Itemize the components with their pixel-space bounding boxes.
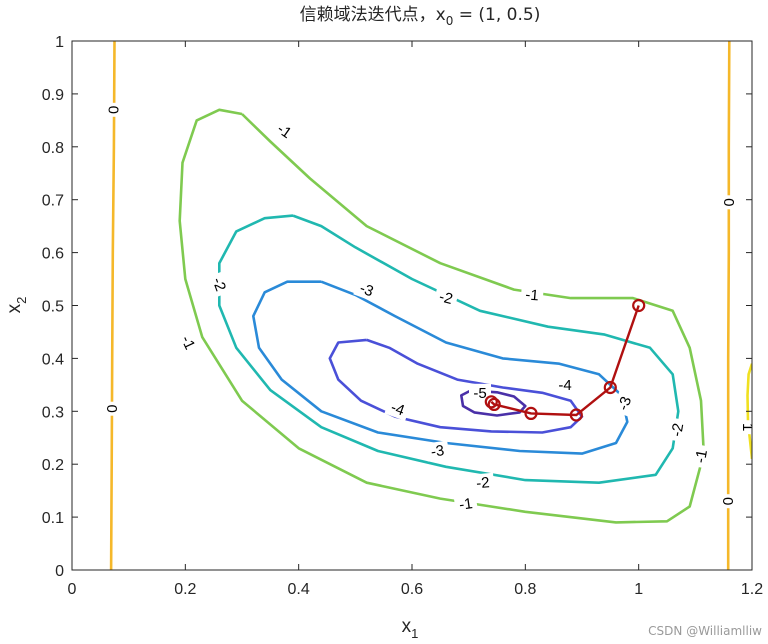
x-tick-label-3: 0.6 xyxy=(401,581,423,598)
contour-line-6 xyxy=(328,338,584,434)
iterate-point-0 xyxy=(632,298,646,313)
svg-text:-3: -3 xyxy=(357,280,375,301)
y-tick-label-3: 0.3 xyxy=(42,404,64,421)
svg-text:-2: -2 xyxy=(437,288,454,308)
watermark: CSDN @Williamlliw xyxy=(648,624,762,638)
x-tick-label-0: 0 xyxy=(68,581,77,598)
y-tick-label-4: 0.4 xyxy=(42,351,64,368)
contour-line-7 xyxy=(460,388,527,417)
contour-label-16: -3 xyxy=(612,389,637,417)
x-tick-label-4: 0.8 xyxy=(514,581,536,598)
axes-box xyxy=(71,40,753,571)
iterate-point-3 xyxy=(524,406,538,420)
contour-label-3: 0 xyxy=(719,494,738,509)
contour-label-8: -1 xyxy=(453,493,478,515)
contour-label-10: -2 xyxy=(207,270,232,298)
svg-text:-3: -3 xyxy=(430,442,446,461)
contour-label-13: -2 xyxy=(666,417,688,443)
contour-line-0 xyxy=(109,41,116,570)
contour-label-2: 0 xyxy=(719,195,738,210)
x-axis-label: x1 xyxy=(402,616,419,641)
y-tick-label-7: 0.7 xyxy=(42,193,64,210)
svg-text:-3: -3 xyxy=(615,394,636,412)
svg-text:1: 1 xyxy=(739,423,756,431)
x-tick-label-6: 1.2 xyxy=(741,581,763,598)
iterate-point-2 xyxy=(569,408,583,422)
contour-label-0: 0 xyxy=(104,102,123,117)
contour-label-11: -2 xyxy=(433,286,459,310)
contour-label-5: -1 xyxy=(270,117,299,145)
svg-text:0: 0 xyxy=(720,497,737,505)
svg-text:-4: -4 xyxy=(558,377,571,394)
contour-label-9: -1 xyxy=(690,443,712,469)
contour-line-2 xyxy=(746,363,752,460)
contour-label-15: -3 xyxy=(425,440,450,462)
contour-line-3 xyxy=(178,108,706,524)
iterate-point-4 xyxy=(487,397,501,411)
svg-text:-2: -2 xyxy=(475,474,490,492)
svg-text:-5: -5 xyxy=(473,385,486,402)
svg-text:0: 0 xyxy=(721,198,738,206)
contour-label-19: -5 xyxy=(469,383,491,402)
contour-label-1: 0 xyxy=(103,401,122,416)
y-axis-label: x2 xyxy=(4,297,29,314)
y-tick-label-0: 0 xyxy=(55,563,64,580)
contour-line-4 xyxy=(218,214,680,484)
svg-text:-2: -2 xyxy=(668,422,687,438)
svg-text:0: 0 xyxy=(105,106,122,114)
svg-text:-4: -4 xyxy=(388,399,406,420)
contour-label-18: -4 xyxy=(384,396,412,421)
y-tick-label-5: 0.5 xyxy=(42,299,64,316)
x-tick-label-2: 0.4 xyxy=(288,581,310,598)
svg-text:0: 0 xyxy=(104,405,121,413)
contour-label-12: -2 xyxy=(471,472,495,493)
svg-text:-2: -2 xyxy=(209,275,230,293)
contour-line-5 xyxy=(252,280,629,455)
svg-text:-1: -1 xyxy=(692,448,711,464)
svg-text:-1: -1 xyxy=(177,333,198,352)
contour-line-1 xyxy=(726,41,731,570)
y-tick-label-9: 0.9 xyxy=(42,87,64,104)
svg-text:-1: -1 xyxy=(458,495,474,514)
x-tick-label-5: 1 xyxy=(634,581,643,598)
iterate-point-1 xyxy=(603,380,617,395)
y-tick-label-2: 0.2 xyxy=(42,457,64,474)
svg-text:-1: -1 xyxy=(525,286,540,304)
contour-label-14: -3 xyxy=(353,277,381,302)
contour-label-7: -1 xyxy=(520,284,544,305)
contour-label-17: -4 xyxy=(554,375,576,394)
iterate-path xyxy=(490,305,640,417)
y-tick-label-10: 1 xyxy=(55,34,64,51)
contour-label-6: -1 xyxy=(175,328,202,357)
y-tick-label-6: 0.6 xyxy=(42,246,64,263)
axes: 0 0.2 0.4 0.6 0.8 1 1.2 0 0.1 0.2 0.3 0.4 0.5 0.6 0.7 0… xyxy=(42,34,763,598)
x-tick-label-1: 0.2 xyxy=(174,581,196,598)
contour-label-4: 1 xyxy=(739,420,756,435)
iterate-point-5 xyxy=(484,395,498,409)
y-tick-label-8: 0.8 xyxy=(42,140,64,157)
chart-title: 信赖域法迭代点，x0 = (1, 0.5) xyxy=(300,5,541,28)
y-tick-label-1: 0.1 xyxy=(42,510,64,527)
